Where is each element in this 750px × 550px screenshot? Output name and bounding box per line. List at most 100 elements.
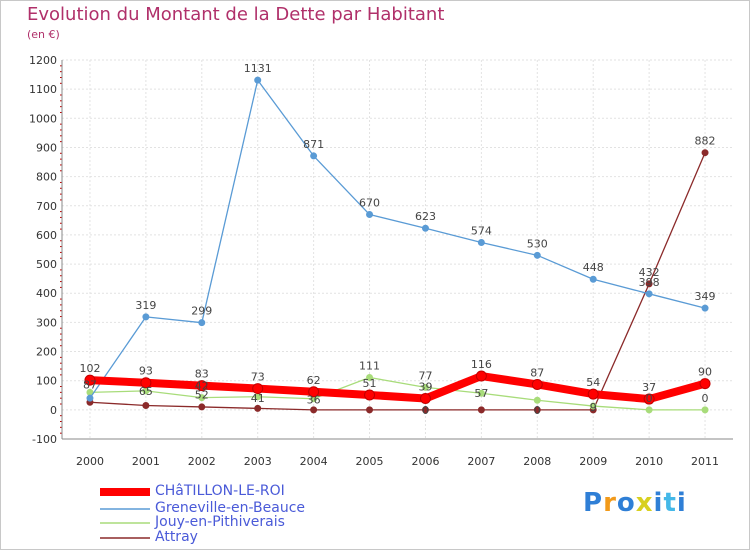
data-label-ch-tillon-le-roi: 102	[79, 362, 100, 375]
data-label-ch-tillon-le-roi: 90	[698, 366, 712, 379]
y-tick-label: 800	[36, 171, 57, 184]
y-tick-label: 700	[36, 200, 57, 213]
data-point-greneville-en-beauce	[701, 304, 709, 312]
y-tick-label: 600	[36, 229, 57, 242]
series-line-jouy-en-pithiverais	[89, 376, 706, 411]
data-point-jouy-en-pithiverais	[533, 396, 541, 404]
data-point-attray	[533, 406, 541, 414]
data-point-ch-tillon-le-roi	[587, 388, 599, 400]
logo-letter: o	[616, 488, 636, 518]
axes: -100010020030040050060070080090010001100…	[29, 54, 733, 468]
data-label-overlap: 41	[251, 392, 265, 405]
legend-item-attray: Attray	[155, 529, 198, 545]
x-tick-label: 2004	[300, 455, 328, 468]
y-tick-label: 1200	[29, 54, 57, 67]
data-point-attray	[310, 406, 318, 414]
x-tick-label: 2000	[76, 455, 104, 468]
x-tick-label: 2002	[188, 455, 216, 468]
data-labels: 432 882 42 111 77 0 0 319 299 1131 871 670 623 574 530…	[79, 62, 715, 417]
legend-item-jouy: Jouy-en-Pithiverais	[155, 514, 285, 530]
data-label-jouy-en-pithiverais: 0	[646, 392, 653, 405]
data-point-jouy-en-pithiverais	[645, 406, 653, 414]
data-label-overlap: 0	[422, 404, 429, 417]
data-point-attray	[477, 406, 485, 414]
data-point-greneville-en-beauce	[421, 224, 429, 232]
data-point-attray	[701, 149, 709, 157]
data-label-jouy-en-pithiverais: 42	[195, 380, 209, 393]
data-label-greneville-en-beauce: 349	[695, 290, 716, 303]
series-line-greneville-en-beauce	[89, 79, 706, 399]
data-point-greneville-en-beauce	[589, 275, 597, 283]
data-point-greneville-en-beauce	[645, 290, 653, 298]
data-point-jouy-en-pithiverais	[366, 373, 374, 381]
data-label-greneville-en-beauce: 871	[303, 138, 324, 151]
y-tick-label: 900	[36, 141, 57, 154]
data-label-ch-tillon-le-roi: 83	[195, 368, 209, 381]
data-label-ch-tillon-le-roi: 39	[418, 380, 432, 393]
data-label-attray: 882	[695, 135, 716, 148]
chart-subtitle: (en €)	[27, 28, 60, 41]
data-point-jouy-en-pithiverais	[701, 406, 709, 414]
data-point-attray	[254, 404, 262, 412]
data-label-overlap: 36	[307, 393, 321, 406]
data-point-jouy-en-pithiverais	[421, 383, 429, 391]
data-point-jouy-en-pithiverais	[198, 394, 206, 402]
data-label-overlap: 65	[139, 385, 153, 398]
data-label-jouy-en-pithiverais: 0	[702, 392, 709, 405]
data-label-greneville-en-beauce: 530	[527, 237, 548, 250]
data-point-attray	[198, 403, 206, 411]
data-label-overlap: 57	[474, 387, 488, 400]
data-point-jouy-en-pithiverais	[589, 402, 597, 410]
data-label-greneville-en-beauce: 299	[191, 305, 212, 318]
x-tick-label: 2003	[244, 455, 272, 468]
data-point-jouy-en-pithiverais	[477, 389, 485, 397]
data-point-greneville-en-beauce	[310, 152, 318, 160]
data-point-ch-tillon-le-roi	[196, 380, 208, 392]
data-point-greneville-en-beauce	[198, 319, 206, 327]
logo-letter: r	[603, 488, 617, 518]
data-label-ch-tillon-le-roi: 62	[307, 374, 321, 387]
data-point-ch-tillon-le-roi	[252, 383, 264, 395]
data-point-greneville-en-beauce	[254, 76, 262, 84]
data-label-greneville-en-beauce: 398	[639, 276, 660, 289]
legend	[100, 488, 150, 539]
data-point-attray	[421, 406, 429, 414]
x-tick-label: 2011	[691, 455, 719, 468]
plot-area	[62, 60, 733, 439]
legend-item-greneville: Greneville-en-Beauce	[155, 500, 306, 516]
data-label-ch-tillon-le-roi: 87	[530, 366, 544, 379]
data-label-ch-tillon-le-roi: 116	[471, 358, 492, 371]
data-point-attray	[645, 280, 653, 288]
data-point-ch-tillon-le-roi	[140, 377, 152, 389]
logo-letter: i	[653, 488, 664, 518]
data-point-attray	[142, 401, 150, 409]
series	[84, 76, 711, 414]
x-tick-label: 2009	[579, 455, 607, 468]
x-tick-label: 2008	[523, 455, 551, 468]
data-label-greneville-en-beauce: 1131	[244, 62, 272, 75]
x-tick-label: 2006	[411, 455, 439, 468]
chart-title: Evolution du Montant de la Dette par Hab…	[27, 4, 445, 25]
y-tick-label: 500	[36, 258, 57, 271]
data-label-overlap: 0	[534, 404, 541, 417]
data-point-ch-tillon-le-roi	[475, 370, 487, 382]
data-point-greneville-en-beauce	[86, 394, 94, 402]
data-point-ch-tillon-le-roi	[364, 389, 376, 401]
grid	[62, 59, 733, 440]
y-tick-label: 300	[36, 316, 57, 329]
data-label-ch-tillon-le-roi: 37	[642, 381, 656, 394]
y-tick-label: 200	[36, 346, 57, 359]
data-label-greneville-en-beauce: 623	[415, 210, 436, 223]
proxiti-logo: Proxiti	[583, 488, 687, 518]
legend-item-chatillon: CHâTILLON-LE-ROI	[155, 483, 285, 499]
data-label-overlap: 87	[83, 378, 97, 391]
data-label-greneville-en-beauce: 670	[359, 197, 380, 210]
x-tick-label: 2007	[467, 455, 495, 468]
data-point-greneville-en-beauce	[142, 313, 150, 321]
data-label-jouy-en-pithiverais: 111	[359, 359, 380, 372]
data-label-greneville-en-beauce: 319	[135, 299, 156, 312]
data-point-ch-tillon-le-roi	[308, 386, 320, 398]
data-label-greneville-en-beauce: 448	[583, 261, 604, 274]
x-tick-label: 2010	[635, 455, 663, 468]
